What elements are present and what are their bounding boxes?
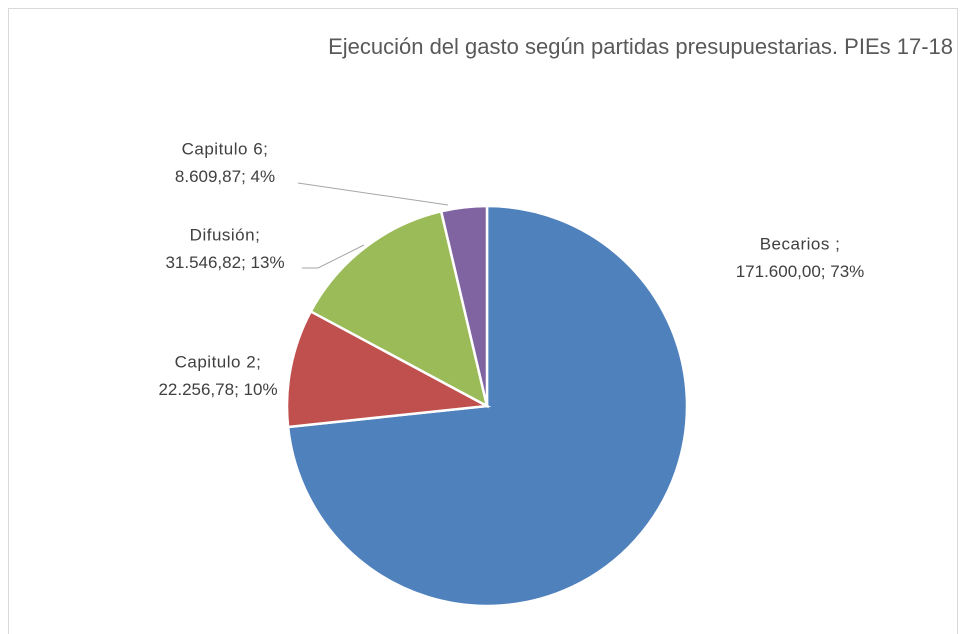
slice-label-name: Capitulo 2; <box>175 352 262 371</box>
slice-label-value: 31.546,82; 13% <box>165 253 284 272</box>
value-label: 171.600,00 <box>736 262 821 281</box>
percentage-label: 73% <box>830 262 864 281</box>
leader-line <box>297 182 449 206</box>
label-separator: ; <box>241 253 250 272</box>
slice-label-name: Difusión; <box>190 225 261 244</box>
slice-label-value: 8.609,87; 4% <box>175 167 275 186</box>
percentage-label: 10% <box>244 380 278 399</box>
pie-slice <box>309 209 489 409</box>
leader-line <box>302 244 365 269</box>
pie-slice <box>439 204 489 407</box>
pie-slice <box>285 309 492 429</box>
slice-label-value: 22.256,78; 10% <box>158 380 277 399</box>
value-label: 22.256,78 <box>158 380 234 399</box>
slice-label-name: Capitulo 6; <box>182 139 269 158</box>
label-separator: ; <box>241 167 250 186</box>
label-separator: ; <box>821 262 830 281</box>
percentage-label: 4% <box>251 167 276 186</box>
label-separator: ; <box>234 380 243 399</box>
value-label: 31.546,82 <box>165 253 241 272</box>
slice-label-value: 171.600,00; 73% <box>736 262 865 281</box>
percentage-label: 13% <box>251 253 285 272</box>
chart-title: Ejecución del gasto según partidas presu… <box>328 34 953 59</box>
value-label: 8.609,87 <box>175 167 241 186</box>
slice-label-name: Becarios ; <box>760 234 841 253</box>
